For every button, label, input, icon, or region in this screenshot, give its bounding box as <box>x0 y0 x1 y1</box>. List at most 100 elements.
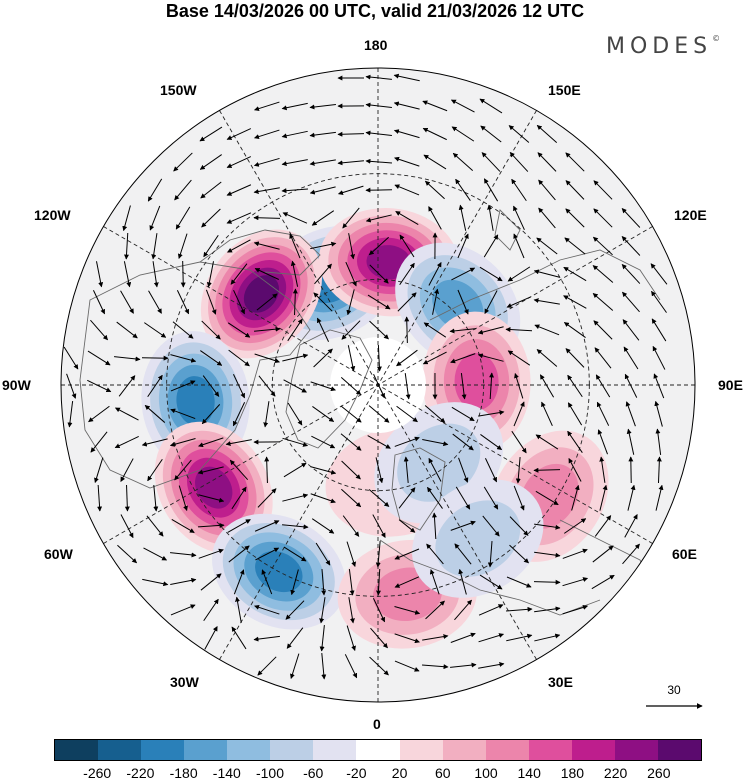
wind-vector <box>507 266 531 282</box>
wind-vector <box>341 488 362 508</box>
colorbar-segment <box>313 740 357 760</box>
wind-vector <box>394 548 420 560</box>
wind-vector <box>149 205 161 231</box>
wind-vector <box>568 457 582 482</box>
lon-label-90e: 90E <box>718 377 743 393</box>
wind-vector <box>123 261 132 288</box>
wind-vector <box>203 598 219 622</box>
wind-vector <box>404 316 410 344</box>
wind-vector <box>452 433 474 451</box>
wind-vector <box>230 263 248 285</box>
wind-vector <box>596 401 610 426</box>
canada-coast <box>79 261 311 489</box>
wind-vector <box>533 579 561 585</box>
wind-vector <box>651 318 667 342</box>
wind-vector <box>536 349 558 367</box>
wind-vector <box>170 552 197 558</box>
wind-vector <box>489 372 495 400</box>
wind-vector <box>152 261 159 288</box>
wind-vector <box>458 568 467 595</box>
wind-vector <box>397 292 417 312</box>
wind-vector <box>651 290 667 313</box>
wind-vector <box>541 401 553 427</box>
wind-vector <box>394 156 420 167</box>
colorbar-segment <box>141 740 185 760</box>
wind-vector <box>197 522 225 528</box>
wind-vector <box>147 458 163 482</box>
colorbar-segment <box>98 740 142 760</box>
wind-vector <box>311 435 336 449</box>
wind-vector <box>281 159 308 167</box>
wind-vector <box>114 356 141 362</box>
wind-vector <box>346 625 356 652</box>
colorbar-tick-label: -260 <box>83 765 112 781</box>
kamchatka-coast <box>494 209 521 251</box>
wind-vector <box>290 569 299 596</box>
modes-logo: MODES© <box>606 34 720 59</box>
wind-vector <box>313 348 333 368</box>
wind-vector <box>478 410 505 417</box>
wind-vector <box>200 350 223 366</box>
wind-vector <box>592 293 614 311</box>
wind-vector <box>87 379 112 393</box>
wind-vector <box>487 541 493 568</box>
wind-vector <box>365 74 392 80</box>
wind-vector <box>173 152 193 172</box>
wind-vector <box>287 318 303 342</box>
wind-vector <box>342 515 360 537</box>
wind-vector <box>624 514 638 538</box>
wind-vector <box>592 265 614 283</box>
wind-vector <box>368 489 390 507</box>
wind-vector <box>114 435 139 449</box>
wind-vector <box>256 293 278 311</box>
wind-vector <box>423 154 447 170</box>
colorbar-tick-label: 220 <box>603 765 628 781</box>
wind-vector <box>428 457 442 482</box>
wind-vector <box>451 126 475 142</box>
wind-vector <box>535 490 559 506</box>
wind-vector <box>258 375 276 397</box>
wind-vector <box>226 184 252 196</box>
wind-vector <box>449 328 476 334</box>
wind-vector <box>424 405 446 423</box>
wind-vector <box>370 627 388 649</box>
wind-vector <box>509 516 529 536</box>
wind-vector <box>174 459 192 481</box>
wind-vector <box>395 211 419 225</box>
wind-vector <box>337 160 364 166</box>
colorbar-segment <box>356 740 400 760</box>
colorbar-tick-label: -220 <box>126 765 155 781</box>
wind-vector <box>309 104 336 110</box>
lon-label-60w: 60W <box>44 546 73 562</box>
lon-label-120e: 120E <box>674 207 707 223</box>
wind-vector <box>478 633 505 643</box>
wind-vector <box>536 124 558 144</box>
anomaly-east-siberia-low <box>395 242 521 368</box>
wind-vector <box>477 353 504 362</box>
wind-vector <box>376 344 382 372</box>
wind-vector <box>201 208 221 228</box>
wind-vector <box>457 289 469 315</box>
wind-vector <box>538 179 556 201</box>
wind-vector <box>393 129 420 139</box>
wind-vector <box>422 634 449 641</box>
wind-vector <box>393 101 420 110</box>
wind-vector <box>198 548 224 559</box>
wind-vector <box>253 635 280 642</box>
wind-vector <box>314 263 332 285</box>
wind-vector <box>254 268 279 280</box>
colorbar-tick-label: -140 <box>212 765 241 781</box>
wind-vector <box>282 493 309 502</box>
wind-vector <box>422 100 448 112</box>
wind-vector <box>123 232 129 260</box>
wind-vector <box>264 456 270 484</box>
wind-vector <box>174 179 192 201</box>
wind-vector <box>538 207 556 229</box>
wind-vector <box>393 73 420 82</box>
wind-vector <box>171 518 195 534</box>
wind-vector <box>564 237 586 255</box>
lon-label-30w: 30W <box>170 674 199 690</box>
wind-vector <box>144 322 167 338</box>
wind-vector <box>485 458 497 483</box>
